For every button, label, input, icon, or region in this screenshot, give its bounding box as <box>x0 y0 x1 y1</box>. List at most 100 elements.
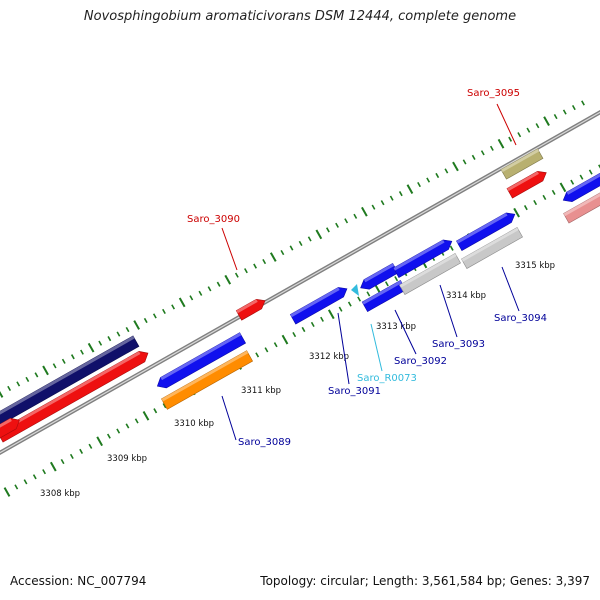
length-label: Length: <box>372 574 419 588</box>
outer-tick <box>406 184 414 194</box>
inner-tick <box>142 410 150 421</box>
outer-tick <box>508 136 513 142</box>
outer-tick <box>280 249 285 256</box>
inner-tick <box>96 436 103 447</box>
outer-tick <box>107 336 112 342</box>
outer-tick <box>25 376 30 382</box>
leader-line <box>221 395 237 441</box>
outer-tick <box>207 286 212 292</box>
inner-tick <box>42 469 46 475</box>
outer-tick <box>262 259 267 265</box>
gene-saro-3095 <box>500 148 544 180</box>
inner-tick <box>255 352 260 358</box>
outer-tick <box>497 138 505 149</box>
gene-label: Saro_3090 <box>187 214 240 225</box>
leader-line <box>496 103 517 146</box>
backbone-highlight <box>0 111 600 454</box>
outer-tick <box>289 245 294 251</box>
leader-line <box>439 284 458 338</box>
inner-tick <box>69 453 74 460</box>
outer-tick <box>61 358 66 364</box>
inner-tick <box>579 174 584 180</box>
outer-tick <box>269 252 277 262</box>
gene-red-upper-3095-shine <box>507 171 539 192</box>
inner-tick <box>310 321 315 327</box>
outer-tick <box>234 272 239 278</box>
inner-tick <box>338 306 343 312</box>
outer-tick <box>371 204 376 210</box>
outer-tick <box>426 177 431 183</box>
outer-tick <box>298 240 303 247</box>
inner-tick <box>281 334 289 345</box>
backbone-layer <box>0 110 600 455</box>
inner-tick <box>301 326 306 333</box>
scale-label: 3313 kbp <box>376 322 416 332</box>
accession-info: Accession: NC_007794 <box>10 574 146 588</box>
outer-tick <box>361 206 368 217</box>
inner-tick <box>116 428 121 434</box>
inner-tick <box>320 316 324 322</box>
accession-label: Accession: <box>10 574 74 588</box>
gene-saro-3095-shine <box>501 148 540 173</box>
gene-saro-3089-shine <box>161 350 249 402</box>
outer-tick <box>326 227 330 233</box>
inner-tick <box>570 179 575 185</box>
inner-tick <box>49 461 57 472</box>
outer-tick <box>380 200 385 206</box>
inner-tick <box>559 182 567 193</box>
gene-label: Saro_3092 <box>394 356 447 367</box>
outer-tick <box>52 363 57 369</box>
genes-value: 3,397 <box>555 574 590 588</box>
gene-label: Saro_3089 <box>238 437 291 448</box>
scale-label-layer: 3308 kbp 3309 kbp 3310 kbp 3311 kbp 3312 kbp… <box>40 261 555 499</box>
accession-value: NC_007794 <box>77 574 147 588</box>
outer-tick <box>344 218 349 224</box>
inner-tick <box>292 332 297 338</box>
outer-tick <box>444 168 449 174</box>
outer-tick <box>553 114 558 120</box>
inner-tick <box>598 164 600 169</box>
outer-tick <box>335 222 339 228</box>
outer-tick <box>178 297 186 308</box>
map-title: Novosphingobium aromaticivorans DSM 1244… <box>83 9 517 24</box>
outer-tick <box>480 150 485 156</box>
gene-saro-3092-shine <box>362 280 402 305</box>
gene-label-layer: Saro_3089 Saro_3090 Saro_3091 Saro_R0073 Sar… <box>187 88 547 448</box>
outer-tick <box>517 132 522 138</box>
outer-tick <box>116 331 121 337</box>
scale-label: 3308 kbp <box>40 489 80 499</box>
outer-tick <box>42 365 49 376</box>
gene-blue-upper-right-shine <box>566 173 600 195</box>
inner-tick <box>327 309 335 320</box>
gene-saro-3094-shine <box>456 212 508 244</box>
outer-tick <box>98 340 103 346</box>
gene-saro-3091 <box>289 287 348 325</box>
gene-saro-3090-shine <box>236 299 258 314</box>
inner-tick <box>513 207 520 218</box>
outer-tick <box>162 308 166 315</box>
inner-tick <box>394 276 399 282</box>
leader-line <box>221 227 238 271</box>
outer-tick <box>307 236 312 242</box>
gene-label: Saro_R0073 <box>357 373 417 384</box>
inner-tick <box>3 487 11 497</box>
inner-tick <box>384 281 389 287</box>
gene-blue-lower-3089-shine <box>160 332 242 381</box>
gene-saro-3091-shine <box>290 287 340 318</box>
leader-line <box>370 323 383 372</box>
inner-tick <box>106 433 111 439</box>
topology-value: circular; <box>320 574 369 588</box>
inner-tick <box>134 418 139 424</box>
inner-tick <box>125 423 130 429</box>
inner-tick <box>14 484 19 490</box>
inner-tick <box>374 284 381 294</box>
inner-tick <box>588 169 593 175</box>
outer-tick <box>571 104 576 111</box>
gene-red-upper-shine <box>0 351 141 434</box>
inner-tick <box>366 291 371 297</box>
outer-tick <box>452 161 459 172</box>
outer-tick <box>87 342 95 353</box>
scale-label: 3309 kbp <box>107 454 147 464</box>
gene-label: Saro_3093 <box>432 339 485 350</box>
